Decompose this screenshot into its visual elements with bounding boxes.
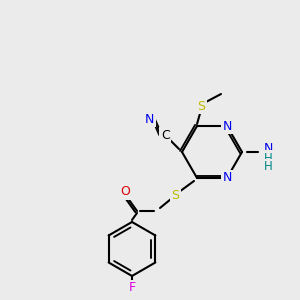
Text: N: N [145, 113, 154, 126]
Text: S: S [171, 190, 179, 202]
Text: S: S [197, 100, 205, 112]
Text: O: O [120, 185, 130, 199]
Text: N: N [263, 142, 273, 154]
Text: N: N [222, 172, 232, 184]
Text: C: C [161, 129, 170, 142]
Text: H: H [264, 152, 272, 164]
Text: H: H [264, 160, 272, 173]
Text: F: F [128, 281, 136, 295]
Text: N: N [222, 119, 232, 133]
